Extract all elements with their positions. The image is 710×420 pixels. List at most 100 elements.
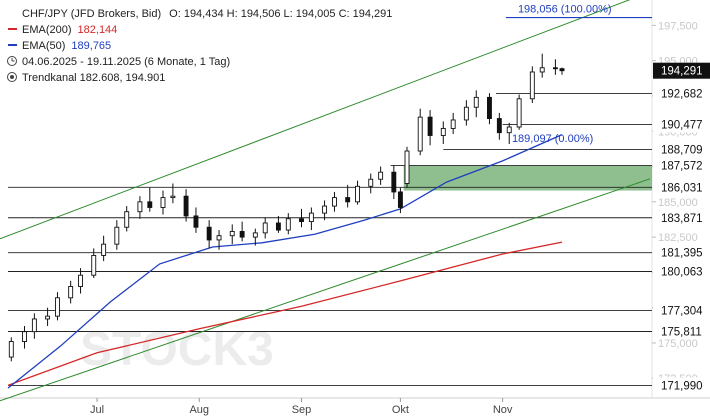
level-price-tag-bg — [653, 244, 710, 261]
candle-body — [529, 71, 535, 100]
level-price-tag-bg — [653, 116, 710, 133]
trend-channel-lower — [0, 178, 651, 402]
candle — [539, 53, 545, 78]
candle-body — [506, 126, 512, 134]
candle — [124, 206, 130, 232]
level-price-tag-text: 192,682 — [661, 88, 703, 100]
legend-item-ema50: EMA(50) 189,765 — [8, 40, 111, 52]
clock-icon — [7, 56, 17, 66]
level-price-tag: 187,572 — [653, 157, 710, 174]
level-price-tag: 192,682 — [653, 85, 710, 102]
candle-body — [147, 201, 153, 208]
candle — [91, 248, 97, 279]
candle — [308, 207, 314, 231]
candle — [101, 235, 107, 262]
level-price-tag-bg — [653, 179, 710, 196]
candle — [368, 173, 374, 194]
candle-body — [308, 212, 314, 223]
candle — [378, 166, 384, 185]
ema50-line — [7, 134, 563, 389]
ema50-value: 189,765 — [71, 40, 111, 52]
x-tick-label: Okt — [392, 404, 409, 416]
candle — [391, 165, 397, 199]
candle — [216, 230, 222, 250]
candle — [68, 280, 74, 304]
candle — [529, 66, 535, 104]
candle-body — [170, 195, 176, 199]
level-price-tag-text: 188,709 — [661, 144, 703, 156]
ema200-label: EMA(200) — [22, 24, 72, 36]
candle-body — [440, 127, 446, 136]
candle-body — [45, 315, 51, 320]
candle-body — [285, 218, 291, 231]
gap-zone-layer — [403, 165, 652, 191]
candle — [345, 184, 351, 208]
ema50-label: EMA(50) — [22, 40, 65, 52]
level-price-tag: 171,990 — [653, 377, 710, 394]
candle-body — [216, 235, 222, 241]
candle — [516, 94, 522, 130]
period-label: 04.06.2025 - 19.11.2025 (6 Monate, 1 Tag… — [22, 56, 230, 68]
candle — [183, 189, 189, 222]
candle-body — [124, 211, 130, 228]
candle-body — [114, 226, 120, 245]
level-price-tag-text: 187,572 — [661, 161, 703, 173]
candle-body — [31, 318, 37, 333]
level-price-tag-bg — [653, 377, 710, 394]
level-price-tag-text: 181,395 — [661, 248, 703, 260]
candle-body — [552, 67, 558, 70]
candle — [239, 221, 245, 242]
candle — [31, 313, 37, 339]
candle — [78, 268, 83, 294]
candle-body — [160, 197, 166, 208]
ema-layer — [7, 134, 563, 389]
candle-body — [239, 231, 245, 238]
candle — [229, 224, 235, 245]
legend-item-ema200: EMA(200) 182,144 — [8, 24, 117, 36]
level-price-tag: 181,395 — [653, 244, 710, 261]
candle-body — [404, 150, 410, 184]
ema200-value: 182,144 — [78, 24, 118, 36]
candle-body — [229, 231, 235, 237]
candle — [137, 196, 143, 219]
level-price-tag-bg — [653, 302, 710, 319]
candle — [22, 326, 27, 349]
candle-body — [368, 178, 374, 187]
candle-body — [299, 218, 304, 223]
candle — [355, 180, 360, 205]
candle-body — [417, 116, 423, 152]
candle-body — [68, 286, 74, 299]
level-price-tag-bg — [653, 263, 710, 280]
candle — [332, 191, 337, 212]
candle-body — [516, 98, 522, 128]
instrument-name: CHF/JPY (JFD Brokers, Bid) — [22, 8, 161, 20]
level-price-tag-bg — [653, 85, 710, 102]
candle — [552, 59, 558, 75]
level-price-tag: 190,477 — [653, 116, 710, 133]
level-price-tag-bg — [653, 141, 710, 158]
y-axis: 197,500195,000192,500190,000187,500185,0… — [652, 20, 710, 394]
candle-body — [332, 197, 337, 207]
gap-zone — [403, 165, 652, 191]
level-price-tag-text: 186,031 — [661, 182, 703, 194]
candle-body — [22, 331, 27, 342]
candle — [322, 200, 328, 221]
level-price-tag: 180,063 — [653, 263, 710, 280]
trendkanal-label: Trendkanal 182.608, 194.901 — [22, 72, 165, 84]
level-price-tag: 175,811 — [653, 323, 710, 340]
candle-body — [496, 118, 502, 134]
candle — [45, 307, 51, 327]
candle — [487, 93, 492, 125]
current-price-tag: 194,291 — [653, 62, 710, 79]
legend: CHF/JPY (JFD Brokers, Bid) O: 194,434 H: … — [7, 8, 392, 84]
target-icon — [7, 72, 17, 82]
candle-body — [397, 191, 403, 208]
candle-body — [345, 197, 351, 203]
candle-body — [206, 226, 212, 241]
levels-layer — [8, 92, 652, 386]
y-tick-label: 182,500 — [658, 232, 698, 244]
candle — [193, 207, 199, 233]
level-price-tag: 177,304 — [653, 302, 710, 319]
candle — [506, 122, 512, 144]
